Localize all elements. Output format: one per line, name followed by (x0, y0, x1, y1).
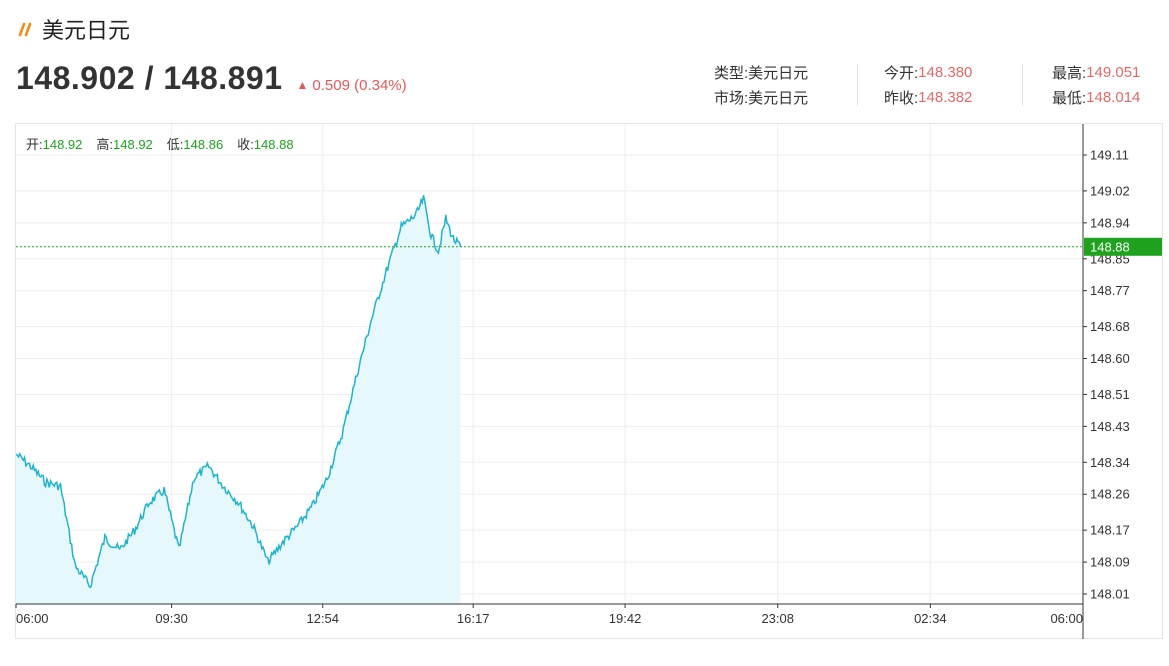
ohlc-low-value: 148.86 (183, 137, 224, 152)
ohlc-open-value: 148.92 (42, 137, 83, 152)
x-tick-label: 12:54 (306, 611, 339, 626)
market-value: 美元日元 (748, 90, 809, 107)
type-value: 美元日元 (748, 65, 809, 82)
ohlc-close-value: 148.88 (253, 137, 294, 152)
y-axis-ticks: 149.11149.02148.94148.85148.77148.68148.… (1082, 124, 1130, 639)
x-tick-label: 06:00 (1050, 611, 1083, 626)
x-tick-label: 16:17 (457, 611, 490, 626)
y-tick-label: 148.94 (1090, 215, 1130, 230)
type-label: 类型: (714, 65, 749, 82)
double-slash-logo-icon (16, 20, 34, 38)
x-tick-label: 23:08 (761, 611, 794, 626)
low-value: 148.014 (1086, 89, 1141, 106)
chart-grid (16, 124, 1083, 604)
open-value: 148.380 (918, 64, 973, 81)
y-tick-label: 148.68 (1090, 319, 1130, 334)
y-tick-label: 148.43 (1090, 419, 1130, 434)
y-tick-label: 148.01 (1090, 587, 1130, 602)
x-tick-label: 19:42 (609, 611, 642, 626)
y-tick-label: 148.26 (1090, 487, 1130, 502)
x-tick-label: 06:00 (16, 611, 49, 626)
y-tick-label: 148.60 (1090, 351, 1130, 366)
y-tick-label: 148.09 (1090, 555, 1130, 570)
current-price-tag-label: 148.88 (1090, 239, 1130, 254)
info-col-type: 类型: 美元日元 市场: 美元日元 (714, 60, 808, 110)
ohlc-open-label: 开: (26, 137, 43, 152)
x-axis-ticks: 06:00 09:30 12:54 16:17 19:42 23:08 02:34 06:00 (15, 603, 1084, 626)
price-area-fill (16, 195, 461, 605)
high-label: 最高: (1052, 65, 1087, 82)
ohlc-low-label: 低: (166, 137, 184, 152)
prev-close-value: 148.382 (918, 89, 973, 106)
high-value: 149.051 (1086, 64, 1141, 81)
ohlc-readout: 开:148.92 高:148.92 低:148.86 收:148.88 (26, 134, 294, 153)
price-change: ▲ 0.509 (0.34%) (297, 77, 407, 94)
ohlc-high-label: 高: (96, 137, 114, 152)
y-tick-label: 148.51 (1090, 387, 1130, 402)
x-tick-label: 02:34 (914, 611, 947, 626)
bid-ask-price: 148.902 / 148.891 (16, 60, 283, 96)
open-label: 今开: (884, 65, 919, 82)
info-col-open: 今开: 148.380 昨收: 148.382 (884, 60, 972, 110)
y-tick-label: 149.11 (1090, 148, 1129, 163)
current-price-tag (1084, 237, 1162, 256)
up-arrow-icon: ▲ (296, 78, 309, 92)
y-tick-label: 149.02 (1090, 183, 1130, 198)
info-divider (1022, 64, 1023, 106)
info-col-high: 最高: 149.051 最低: 148.014 (1052, 60, 1140, 110)
page-title: 美元日元 (42, 18, 131, 43)
x-tick-label: 09:30 (155, 611, 188, 626)
low-label: 最低: (1052, 90, 1087, 107)
y-tick-label: 148.77 (1090, 283, 1130, 298)
price-line (15, 195, 462, 589)
price-change-value: 0.509 (0.34%) (312, 76, 407, 94)
y-tick-label: 148.34 (1090, 455, 1130, 470)
ohlc-close-label: 收: (237, 137, 254, 152)
info-divider (857, 64, 858, 106)
price-row: 148.902 / 148.891 ▲ 0.509 (0.34%) (16, 60, 407, 97)
market-label: 市场: (714, 90, 749, 107)
y-tick-label: 148.17 (1090, 523, 1130, 538)
prev-close-label: 昨收: (884, 90, 919, 107)
header-title-group: 美元日元 (16, 14, 130, 44)
chart-frame (15, 123, 1163, 639)
ohlc-high-value: 148.92 (113, 137, 153, 152)
